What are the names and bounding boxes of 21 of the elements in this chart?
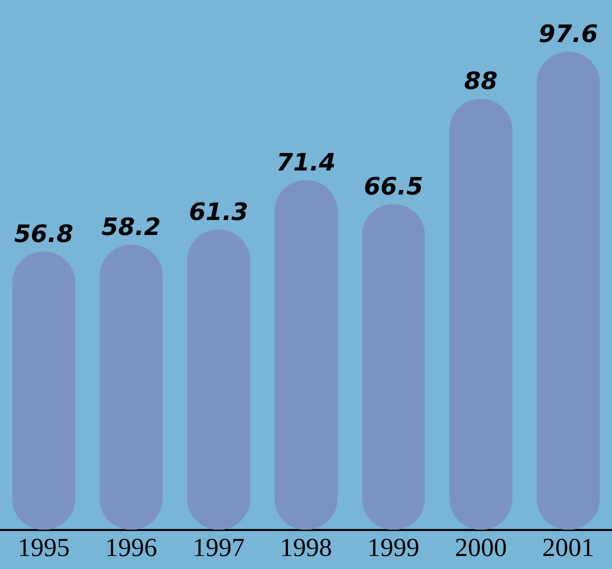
- data-label: 58.2: [102, 212, 161, 241]
- bar: [12, 252, 76, 530]
- x-tick-label: 2000: [454, 533, 507, 562]
- x-tick-label: 2001: [542, 533, 594, 562]
- bar: [274, 180, 338, 530]
- x-tick-label: 1997: [192, 533, 245, 562]
- data-label: 61.3: [188, 198, 248, 226]
- data-label: 88: [464, 67, 498, 96]
- x-tick-label: 1996: [105, 533, 158, 562]
- bar: [449, 98, 512, 530]
- bar: [362, 204, 425, 530]
- x-tick-label: 1995: [18, 533, 70, 562]
- data-label: 71.4: [276, 148, 336, 176]
- x-tick-label: 1999: [367, 533, 420, 562]
- data-label: 66.5: [364, 172, 424, 200]
- data-label: 97.6: [538, 20, 598, 48]
- data-label: 56.8: [14, 220, 74, 248]
- bar: [187, 230, 250, 530]
- bar: [100, 244, 163, 530]
- x-tick-label: 1998: [280, 533, 332, 562]
- bar: [536, 52, 600, 530]
